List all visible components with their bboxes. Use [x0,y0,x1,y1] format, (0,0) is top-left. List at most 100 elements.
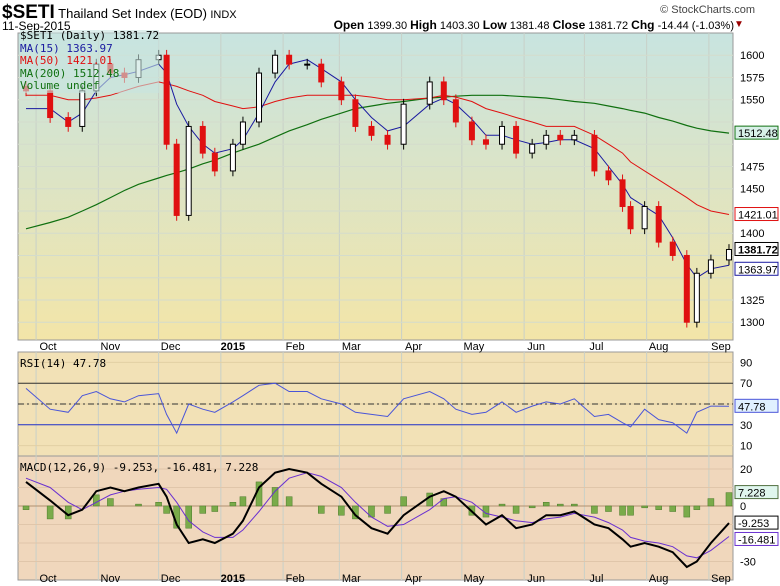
macd-histogram-bar [512,505,520,514]
rsi-tag-box [734,398,779,413]
open-value: 1399.30 [367,20,408,32]
macd-histogram-bar [669,505,676,512]
candle-body [352,99,359,127]
ma15-tag-box [734,261,779,276]
x-tick-label-top: Dec [161,341,181,353]
macd-histogram-bar [400,496,407,507]
macd-histogram-bar [285,496,293,507]
low-value: 1381.48 [509,20,550,32]
candle-body [707,259,714,274]
candle-body [65,117,72,127]
macd-histogram-bar [591,505,598,514]
high-value: 1403.30 [439,20,480,32]
ma50-tag-text: 1421.01 [738,210,778,222]
macd-histogram-bar [725,492,733,507]
candle-body [468,121,475,141]
candle-body [47,90,54,119]
exchange: INDX [210,9,237,21]
macd-histogram-bar [338,505,345,516]
price-tick-label: 1400 [740,228,764,240]
x-tick-label-top: Jun [527,341,545,353]
x-tick-label-bottom: Feb [286,573,305,585]
macd-hist-tag-text: 7.228 [738,488,766,500]
rsi-tag-text: 47.78 [738,401,766,413]
x-tick-label-top: Jul [589,341,603,353]
x-tick-label-bottom: Aug [649,573,669,585]
macd-tick-label: 20 [740,464,752,476]
macd-panel [17,455,734,581]
price-tick-label: 1575 [740,72,764,84]
price-tick-label: 1550 [740,95,764,107]
price-tick-label: 1475 [740,161,764,173]
x-tick-label-top: Apr [405,341,422,353]
close-tag-box [734,241,779,256]
chart-date: 11-Sep-2015 [2,19,71,33]
macd-histogram-bar [542,502,550,507]
chart-title: $SETI Thailand Set Index (EOD) INDX [2,2,237,24]
chg-value: -14.44 (-1.03%) [657,20,734,32]
candle-body [400,103,407,145]
candle-body [368,125,375,136]
candle-body [384,134,391,145]
legend-ma50: MA(50) 1421.01 [20,54,113,67]
macd-histogram-bar [641,505,648,509]
macd-histogram-bar [605,505,612,512]
x-tick-label-top: Mar [342,341,361,353]
legend: $SETI (Daily) 1381.72 MA(15) 1363.97 MA(… [20,29,160,93]
candle-body [239,121,246,145]
x-tick-label-bottom: May [463,573,484,585]
candle-body [338,81,345,101]
ma200-tag-box [734,125,779,140]
candle-body [543,134,550,145]
x-tick-label-top: Feb [286,341,305,353]
x-tick-label-bottom: Apr [405,573,422,585]
x-tick-label-bottom: Sep [711,573,731,585]
macd-signal-tag: -16.481 [734,531,779,546]
macd-histogram-bar [211,505,219,512]
macd-histogram-bar [107,498,114,507]
macd-histogram-bar [155,502,162,507]
copyright: © StockCharts.com [660,4,755,16]
macd-tick-label: 0 [740,501,746,513]
low-label: Low [482,18,507,32]
macd-tag-text: -9.253 [738,518,769,530]
candle-body [683,254,690,323]
macd-histogram-bar [655,505,662,510]
candle-body [482,139,489,145]
macd-title: MACD(12,26,9) -9.253, -16.481, 7.228 [20,461,259,474]
x-tick-label-top: May [463,341,484,353]
candle-body [557,134,564,141]
candle-body [440,81,447,101]
high-label: High [410,18,437,32]
macd-histogram-bar [528,505,536,509]
candle-body [286,54,293,65]
chg-label: Chg [631,18,655,32]
macd-histogram-bar [135,503,142,507]
x-tick-label-bottom: Dec [161,573,181,585]
macd-histogram-bar [498,503,506,507]
candle-body [669,241,676,256]
candle-body [272,54,279,74]
ma50-tag-box [734,207,779,222]
price-tick-label: 1450 [740,184,764,196]
x-tick-label-top: Aug [649,341,669,353]
macd-histogram-bar [46,505,54,520]
candle-body [571,134,578,141]
macd-histogram-bar [693,505,701,510]
close-tag: 1381.72 [734,241,779,256]
candle-body [173,143,180,216]
legend-price: $SETI (Daily) 1381.72 [20,29,160,42]
x-tick-label-bottom: Jun [527,573,545,585]
candle-body [185,125,192,216]
rsi-tick-label: 30 [740,420,752,432]
x-tick-label-bottom: Jul [589,573,603,585]
legend-ma15: MA(15) 1363.97 [20,41,113,55]
candle-body [304,63,311,66]
candle-body [318,63,325,83]
candle-body [627,206,634,230]
macd-tag-box [734,515,779,530]
macd-histogram-bar [384,505,391,514]
candle-body [641,206,648,230]
rsi-tick-label: 70 [740,378,752,390]
